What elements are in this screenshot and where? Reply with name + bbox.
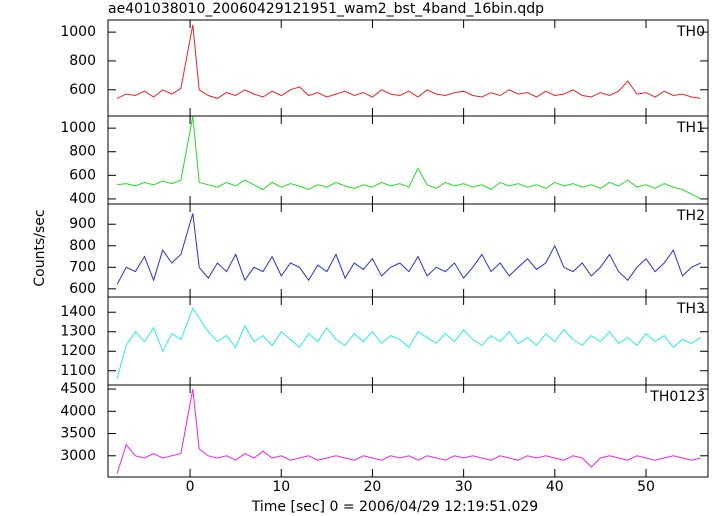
y-tick-label: 1100 <box>60 363 96 379</box>
y-tick-label: 800 <box>69 53 96 69</box>
x-tick-label: 30 <box>455 479 473 495</box>
y-tick-label: 400 <box>69 191 96 207</box>
x-tick-label: 40 <box>546 479 564 495</box>
panel-frame <box>107 296 709 386</box>
data-line <box>116 307 701 379</box>
y-tick-label: 4000 <box>60 403 96 419</box>
y-tick-label: 800 <box>69 144 96 160</box>
y-tick-label: 600 <box>69 82 96 98</box>
y-tick-label: 1000 <box>60 24 96 40</box>
x-tick-label: 50 <box>637 479 655 495</box>
panel-label: TH3 <box>676 301 705 317</box>
data-line <box>117 116 701 200</box>
x-tick-label: 20 <box>364 479 382 495</box>
chart-title: ae401038010_20060429121951_wam2_bst_4ban… <box>108 1 544 17</box>
y-tick-label: 4500 <box>60 381 96 397</box>
y-tick-label: 1200 <box>60 343 96 359</box>
y-tick-label: 900 <box>69 216 96 232</box>
x-tick-label: 10 <box>272 479 290 495</box>
panel-label: TH2 <box>676 208 705 224</box>
panel-label: TH1 <box>676 120 705 136</box>
data-line <box>116 24 701 99</box>
y-tick-label: 1000 <box>60 120 96 136</box>
panel-frame <box>107 115 709 205</box>
y-tick-label: 800 <box>69 238 96 254</box>
y-tick-label: 1300 <box>60 324 96 340</box>
panel-frame <box>107 19 709 117</box>
x-axis-label: Time [sec] 0 = 2006/04/29 12:19:51.029 <box>251 499 538 515</box>
y-tick-label: 3500 <box>60 426 96 442</box>
y-tick-label: 600 <box>69 167 96 183</box>
data-line <box>116 213 701 285</box>
y-tick-label: 600 <box>69 281 96 297</box>
y-tick-label: 700 <box>69 259 96 275</box>
data-line <box>116 388 701 474</box>
panel-frame <box>107 203 709 298</box>
panel-frame <box>107 384 709 478</box>
y-tick-label: 1400 <box>60 304 96 320</box>
panel-label: TH0123 <box>649 389 705 405</box>
y-axis-label: Counts/sec <box>32 209 48 286</box>
y-tick-label: 3000 <box>60 448 96 464</box>
panel-label: TH0 <box>676 24 705 40</box>
x-tick-label: 0 <box>186 479 195 495</box>
